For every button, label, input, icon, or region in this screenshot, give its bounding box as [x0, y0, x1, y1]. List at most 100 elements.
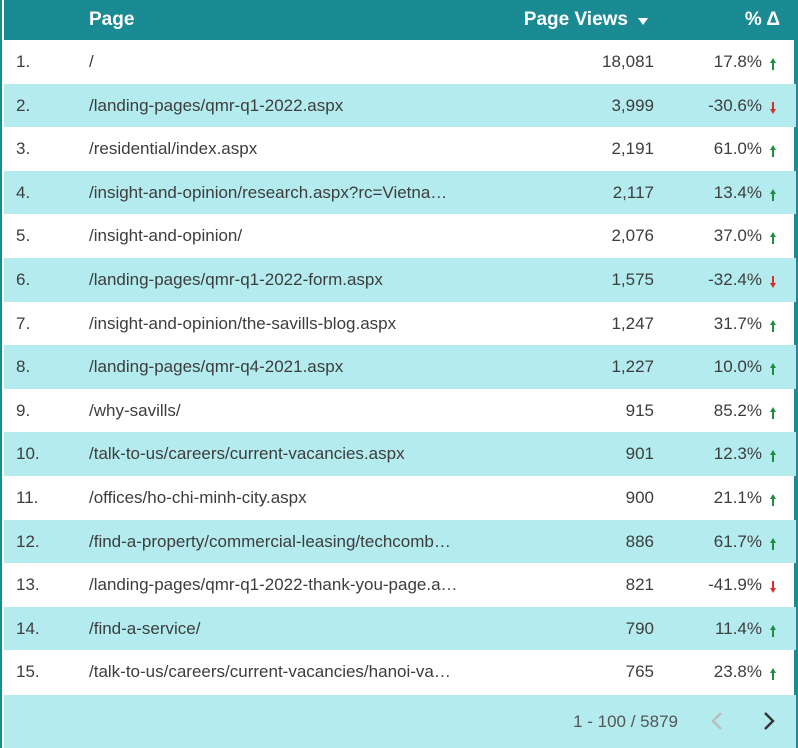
percent-delta-value: 85.2% — [713, 400, 762, 420]
percent-delta-value: -32.4% — [708, 269, 762, 289]
table-header: Page Page Views % Δ — [4, 0, 796, 40]
table-row[interactable]: 12. /find-a-property/commercial-leasing/t… — [4, 519, 796, 564]
column-header-page-views-label: Page Views — [523, 9, 628, 30]
table-row[interactable]: 2. /landing-pages/qmr-q1-2022.aspx 3,999 -3… — [4, 83, 796, 128]
table-row[interactable]: 15. /talk-to-us/careers/current-vacancies… — [4, 650, 796, 694]
row-number: 9. — [16, 400, 31, 420]
arrow-up-icon — [770, 665, 776, 681]
row-number: 1. — [16, 52, 31, 71]
row-number: 14. — [16, 618, 40, 638]
page-views-value: 3,999 — [611, 95, 654, 115]
arrow-up-icon — [770, 229, 776, 245]
chevron-left-icon[interactable] — [708, 709, 726, 733]
page-views-value: 2,191 — [611, 139, 654, 159]
row-number: 8. — [16, 357, 31, 377]
arrow-up-icon — [770, 55, 776, 70]
table-row[interactable]: 11. /offices/ho-chi-minh-city.aspx 900 21.1… — [4, 476, 796, 520]
percent-delta-value: 61.0% — [713, 139, 762, 159]
table-row[interactable]: 8. /landing-pages/qmr-q4-2021.aspx 1,227 10… — [4, 345, 796, 389]
percent-delta-value: 17.8% — [713, 52, 762, 71]
percent-delta-value: -30.6% — [708, 95, 762, 115]
table-row[interactable]: 7. /insight-and-opinion/the-savills-blog.… — [4, 302, 796, 346]
column-header-percent-delta[interactable]: % Δ — [744, 9, 780, 30]
row-number: 6. — [16, 269, 31, 289]
row-number: 7. — [16, 313, 31, 333]
arrow-up-icon — [770, 622, 776, 637]
pagination-range: 1 - 100 / 5879 — [573, 712, 678, 731]
page-views-value: 901 — [625, 444, 654, 464]
percent-delta-value: 21.1% — [713, 487, 762, 507]
page-path: /landing-pages/qmr-q1-2022-form.aspx — [89, 269, 383, 289]
page-path: /why-savills/ — [89, 400, 181, 420]
table-row[interactable]: 4. /insight-and-opinion/research.aspx?rc=… — [4, 170, 796, 215]
column-header-page[interactable]: Page — [89, 9, 135, 30]
percent-delta-value: 11.4% — [715, 618, 762, 638]
table-body: 1. / 18,081 17.8% 2. /landing-pages/qmr-q1-20… — [4, 40, 796, 694]
row-number: 5. — [16, 226, 31, 246]
percent-delta-value: 31.7% — [713, 313, 762, 333]
percent-delta-value: 23.8% — [713, 662, 762, 682]
table-row[interactable]: 10. /talk-to-us/careers/current-vacancies… — [4, 432, 796, 476]
page-views-value: 1,575 — [611, 269, 654, 289]
page-path: /landing-pages/qmr-q4-2021.aspx — [89, 357, 344, 377]
page-views-value: 900 — [625, 487, 654, 507]
arrow-up-icon — [770, 360, 776, 376]
arrow-up-icon — [770, 535, 776, 550]
percent-delta-value: 12.3% — [713, 444, 762, 464]
table-row[interactable]: 5. /insight-and-opinion/2,076 37.0% — [4, 214, 796, 258]
chevron-right-icon[interactable] — [760, 709, 778, 733]
table-row[interactable]: 1. / 18,081 17.8% — [4, 40, 796, 84]
page-path: / — [89, 52, 94, 71]
percent-delta-value: 10.0% — [713, 357, 762, 377]
page-path: /find-a-property/commercial-leasing/tech… — [89, 531, 451, 551]
pagination-bar: 1 - 100 / 5879 — [4, 695, 796, 748]
page-path: /insight-and-opinion/research.aspx?rc=Vi… — [89, 182, 448, 202]
page-path: /residential/index.aspx — [89, 139, 258, 159]
page-path: /talk-to-us/careers/current-vacancies.as… — [89, 444, 405, 464]
arrow-up-icon — [770, 142, 776, 158]
page-path: /landing-pages/qmr-q1-2022.aspx — [89, 95, 344, 115]
percent-delta-value: 13.4% — [713, 182, 762, 202]
page-path: /insight-and-opinion/the-savills-blog.as… — [89, 313, 397, 333]
row-number: 2. — [16, 95, 31, 115]
page-views-value: 886 — [625, 531, 654, 551]
table-row[interactable]: 3. /residential/index.aspx 2,191 61.0% — [4, 127, 796, 171]
arrow-down-icon — [770, 273, 776, 288]
page-path: /insight-and-opinion/ — [89, 226, 243, 246]
row-number: 13. — [16, 575, 40, 595]
arrow-up-icon — [770, 186, 776, 201]
row-number: 10. — [16, 444, 40, 464]
page-views-value: 790 — [625, 618, 654, 638]
table-row[interactable]: 6. /landing-pages/qmr-q1-2022-form.aspx 1,… — [4, 257, 796, 302]
percent-delta-value: 61.7% — [713, 531, 762, 551]
page-path: /find-a-service/ — [89, 618, 201, 638]
page-views-value: 765 — [625, 662, 654, 682]
row-number: 12. — [16, 531, 40, 551]
page-views-value: 1,247 — [611, 313, 654, 333]
arrow-down-icon — [770, 578, 776, 594]
page-views-value: 1,227 — [611, 357, 654, 377]
row-number: 15. — [16, 662, 40, 682]
table-row[interactable]: 9. /why-savills/915 85.2% — [4, 389, 796, 433]
arrow-up-icon — [770, 404, 776, 419]
page-views-value: 821 — [625, 575, 654, 595]
table-row[interactable]: 13. /landing-pages/qmr-q1-2022-thank-you-… — [4, 563, 796, 607]
arrow-down-icon — [770, 99, 776, 114]
page-path: /talk-to-us/careers/current-vacancies/ha… — [89, 662, 451, 682]
table-row[interactable]: 14. /find-a-service/790 11.4% — [4, 606, 796, 651]
percent-delta-value: 37.0% — [713, 226, 762, 246]
row-number: 4. — [16, 182, 31, 202]
arrow-up-icon — [770, 491, 776, 506]
row-number: 3. — [16, 139, 31, 159]
page-views-value: 2,117 — [612, 182, 654, 202]
column-header-page-views[interactable]: Page Views — [524, 9, 648, 31]
arrow-up-icon — [770, 317, 776, 332]
page-views-value: 2,076 — [611, 226, 654, 246]
page-views-value: 18,081 — [602, 52, 654, 71]
row-number: 11. — [16, 487, 39, 507]
percent-delta-value: -41.9% — [708, 575, 762, 595]
page-path: /landing-pages/qmr-q1-2022-thank-you-pag… — [89, 575, 458, 595]
page-path: /offices/ho-chi-minh-city.aspx — [89, 487, 307, 507]
sort-descending-icon — [638, 17, 648, 25]
